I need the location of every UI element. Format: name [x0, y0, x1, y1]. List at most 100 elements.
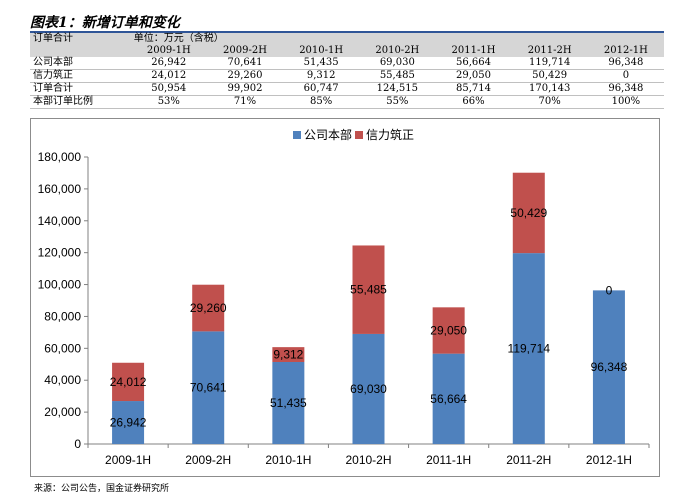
bar-xinli — [192, 284, 225, 332]
bar-hq — [112, 401, 145, 444]
table-cell: 29,260 — [206, 69, 284, 83]
table-cell: 124,515 — [359, 82, 436, 96]
table-row: 公司本部 26,942 70,641 51,435 69,030 56,664 119,71… — [30, 57, 664, 70]
legend-label: 信力筑正 — [366, 127, 414, 142]
data-label: 56,664 — [430, 392, 467, 406]
bar-hq — [272, 361, 305, 444]
table-cell: 24,012 — [130, 69, 207, 83]
table-cell: 96,348 — [587, 57, 664, 70]
data-label: 55,485 — [350, 283, 387, 297]
data-label: 51,435 — [270, 396, 307, 410]
table-cell: 50,429 — [511, 69, 588, 83]
table-row-label: 信力筑正 — [30, 69, 131, 83]
source-note: 来源：公司公告，国金证券研究所 — [34, 484, 170, 494]
bar-hq — [512, 253, 545, 444]
legend-label: 公司本部 — [304, 127, 352, 142]
table-cell: 29,050 — [435, 69, 512, 83]
data-label: 50,429 — [510, 206, 547, 220]
table-header-row: 订单合计 单位：万元（含税） — [30, 33, 664, 45]
bar-hq — [592, 290, 625, 444]
y-tick-label: 100,000 — [38, 278, 82, 292]
bar-hq — [352, 333, 385, 444]
table-unit-label: 单位：万元（含税） — [130, 33, 664, 45]
y-tick-label: 20,000 — [44, 405, 81, 419]
table-cell: 69,030 — [359, 57, 436, 70]
y-tick-label: 80,000 — [44, 309, 81, 323]
table-period-header: 2010-2H — [359, 45, 436, 57]
title-rule — [30, 31, 664, 33]
bar-hq — [192, 331, 225, 444]
table-cell: 85,714 — [435, 82, 512, 96]
data-label: 119,714 — [508, 342, 551, 356]
table-cell: 53% — [130, 95, 207, 109]
y-tick-label: 0 — [74, 437, 81, 451]
data-label: 0 — [606, 283, 613, 297]
y-tick-label: 140,000 — [38, 214, 82, 228]
bar-xinli — [352, 245, 385, 334]
table-cell: 119,714 — [511, 57, 588, 70]
table-period-header: 2012-1H — [587, 45, 664, 57]
x-tick-label: 2009-2H — [185, 453, 231, 467]
table-cell: 170,143 — [511, 82, 588, 96]
table-corner-cell — [30, 45, 131, 57]
table-row-label: 订单合计 — [30, 82, 131, 96]
table-row: 本部订单比例 53% 71% 85% 55% 66% 70% 100% — [30, 95, 664, 109]
data-label: 96,348 — [591, 360, 628, 374]
bar-xinli — [432, 307, 465, 354]
table-row-label: 本部订单比例 — [30, 95, 131, 109]
data-label: 29,050 — [430, 323, 467, 337]
x-tick-label: 2009-1H — [105, 453, 151, 467]
table-cell: 56,664 — [435, 57, 512, 70]
table-cell: 100% — [587, 95, 664, 109]
x-tick-label: 2010-2H — [345, 453, 391, 467]
table-period-row: 2009-1H 2009-2H 2010-1H 2010-2H 2011-1H 2011-… — [30, 45, 664, 57]
chart-container: 0 20,000 40,000 60,000 80,000 100,000 120,000 1… — [30, 118, 660, 477]
table-cell: 66% — [435, 95, 512, 109]
table-cell: 55,485 — [359, 69, 436, 83]
orders-table: 订单合计 单位：万元（含税） 2009-1H 2009-2H 2010-1H 2010-2… — [30, 33, 664, 109]
table-cell: 70% — [511, 95, 588, 109]
table-cell: 0 — [587, 69, 664, 83]
figure-title: 图表1：新增订单和变化 — [30, 15, 180, 31]
data-label: 29,260 — [190, 301, 227, 315]
y-tick-label: 120,000 — [38, 246, 82, 260]
y-tick-label: 160,000 — [38, 182, 82, 196]
bar-hq — [432, 353, 465, 444]
table-row: 信力筑正 24,012 29,260 9,312 55,485 29,050 50,429 0 — [30, 69, 664, 83]
table-row: 订单合计 50,954 99,902 60,747 124,515 85,714 170,1… — [30, 82, 664, 96]
y-tick-label: 180,000 — [38, 150, 82, 164]
table-period-header: 2009-1H — [130, 45, 207, 57]
table-header-label: 订单合计 — [30, 33, 131, 45]
stacked-bar-chart: 0 20,000 40,000 60,000 80,000 100,000 120,000 1… — [38, 127, 650, 467]
data-label: 26,942 — [110, 416, 147, 430]
table-cell: 71% — [206, 95, 284, 109]
table-cell: 85% — [283, 95, 360, 109]
table-cell: 50,954 — [130, 82, 207, 96]
table-cell: 9,312 — [283, 69, 360, 83]
data-label: 70,641 — [190, 381, 227, 395]
table-cell: 70,641 — [206, 57, 284, 70]
x-tick-label: 2011-1H — [426, 453, 471, 467]
bar-xinli — [272, 347, 305, 362]
table-period-header: 2011-1H — [435, 45, 512, 57]
y-tick-label: 40,000 — [44, 373, 81, 387]
table-period-header: 2009-2H — [206, 45, 284, 57]
x-tick-label: 2012-1H — [586, 453, 632, 467]
y-tick-label: 60,000 — [44, 341, 81, 355]
data-label: 24,012 — [110, 375, 147, 389]
data-label: 9,312 — [273, 348, 303, 362]
data-label: 69,030 — [350, 382, 387, 396]
table-row-label: 公司本部 — [30, 57, 131, 70]
legend-swatch — [293, 131, 301, 139]
legend-swatch — [355, 131, 363, 139]
x-tick-label: 2011-2H — [506, 453, 551, 467]
bar-xinli — [512, 172, 545, 254]
table-period-header: 2011-2H — [511, 45, 588, 57]
bar-xinli — [112, 362, 145, 402]
table-cell: 96,348 — [587, 82, 664, 96]
table-cell: 26,942 — [130, 57, 207, 70]
table-cell: 60,747 — [283, 82, 360, 96]
table-cell: 55% — [359, 95, 436, 109]
table-period-header: 2010-1H — [283, 45, 360, 57]
table-cell: 51,435 — [283, 57, 360, 70]
